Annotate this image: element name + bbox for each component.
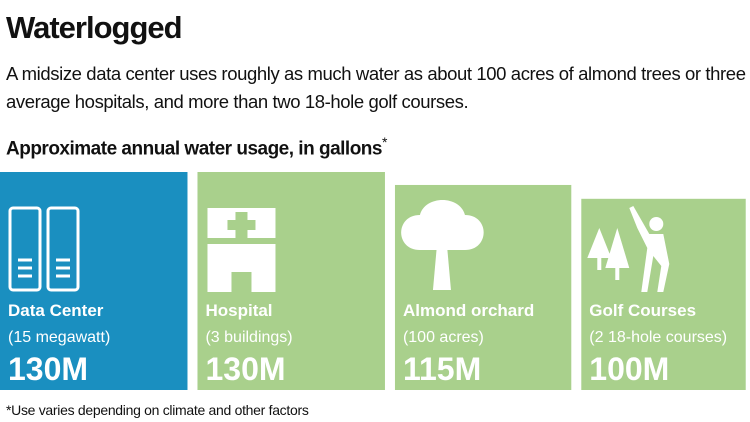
icon bbox=[227, 212, 256, 238]
icon bbox=[587, 228, 612, 258]
chart: Data Center (15 megawatt) 130M Hospital (3 b… bbox=[0, 172, 746, 390]
category-detail: (15 megawatt) bbox=[8, 329, 110, 346]
category-label: Data Center bbox=[8, 301, 104, 320]
category-detail: (100 acres) bbox=[403, 329, 484, 346]
icon bbox=[432, 245, 451, 290]
value-label: 130M bbox=[8, 351, 88, 387]
icon bbox=[597, 258, 602, 270]
category-label: Almond orchard bbox=[403, 301, 534, 320]
icon bbox=[629, 206, 670, 292]
category-label: Golf Courses bbox=[589, 301, 696, 320]
icon bbox=[615, 268, 620, 280]
icon bbox=[8, 206, 42, 292]
chart-title-text: Approximate annual water usage, in gallo… bbox=[6, 138, 382, 160]
category-label: Hospital bbox=[205, 301, 272, 320]
value-label: 100M bbox=[589, 351, 669, 387]
icon bbox=[207, 244, 276, 292]
icon bbox=[649, 217, 664, 231]
category-detail: (3 buildings) bbox=[205, 329, 292, 346]
icon bbox=[605, 228, 630, 268]
title: Waterlogged bbox=[6, 10, 183, 45]
subtitle: A midsize data center uses roughly as mu… bbox=[6, 63, 746, 112]
value-label: 115M bbox=[403, 351, 481, 387]
icon bbox=[401, 200, 484, 250]
square bbox=[581, 198, 746, 390]
chart-title: Approximate annual water usage, in gallo… bbox=[6, 134, 387, 160]
category-detail: (2 18-hole courses) bbox=[589, 329, 727, 346]
chart-title-mark: * bbox=[381, 134, 387, 150]
icon bbox=[46, 206, 80, 292]
value-label: 130M bbox=[205, 351, 285, 387]
footnote: *Use varies depending on climate and oth… bbox=[6, 402, 309, 418]
